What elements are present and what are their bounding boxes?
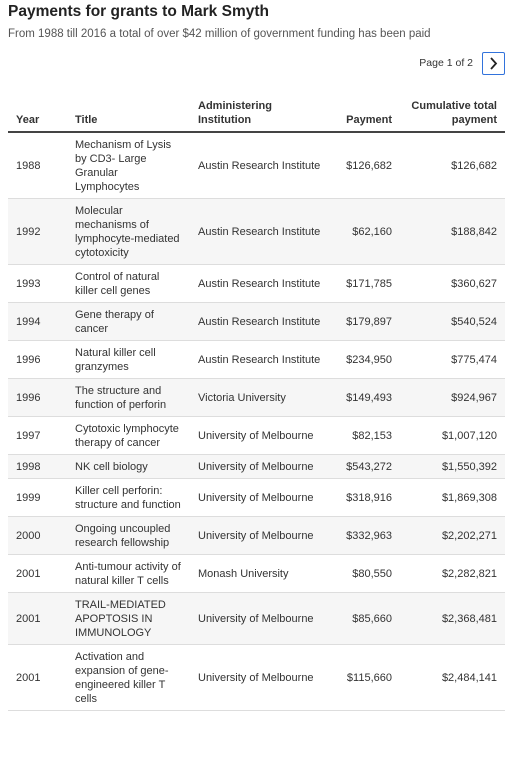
cumulative-payment-cell: $2,368,481 [400,592,505,645]
grant-title-cell: Anti-tumour activity of natural killer T… [67,554,190,593]
page-label: Page 1 of 2 [419,57,473,69]
table-body: 1988 Mechanism of Lysis by CD3- Large Gra… [8,132,505,711]
year-cell: 1993 [8,264,67,303]
grant-title-cell: Control of natural killer cell genes [67,264,190,303]
year-cell: 1988 [8,132,67,199]
table-row: 1988 Mechanism of Lysis by CD3- Large Gra… [8,132,505,199]
cumulative-payment-cell: $924,967 [400,378,505,417]
grant-title-cell: Mechanism of Lysis by CD3- Large Granula… [67,132,190,199]
grant-title-cell: Cytotoxic lymphocyte therapy of cancer [67,416,190,455]
institution-cell: University of Melbourne [190,516,330,555]
grant-title-cell: TRAIL-MEDIATED APOPTOSIS IN IMMUNOLOGY [67,592,190,645]
cumulative-payment-cell: $188,842 [400,198,505,265]
table-row: 2001 Activation and expansion of gene-eng… [8,644,505,711]
grant-title-cell: Molecular mechanisms of lymphocyte-media… [67,198,190,265]
institution-cell: University of Melbourne [190,592,330,645]
year-cell: 2001 [8,644,67,711]
column-header: Administering Institution [190,90,330,133]
grant-title-cell: The structure and function of perforin [67,378,190,417]
cumulative-payment-cell: $2,282,821 [400,554,505,593]
payment-cell: $149,493 [330,378,400,417]
grant-title-cell: Gene therapy of cancer [67,302,190,341]
year-cell: 1999 [8,478,67,517]
table-row: 1999 Killer cell perforin: structure and … [8,478,505,517]
title: Payments for grants to Mark Smyth [8,3,269,20]
next-page-button[interactable] [482,52,505,75]
grant-title-cell: Activation and expansion of gene-enginee… [67,644,190,711]
year-cell: 1997 [8,416,67,455]
grants-table: Year Title Administering Institution Paymen… [8,90,505,711]
institution-cell: University of Melbourne [190,416,330,455]
payment-cell: $82,153 [330,416,400,455]
institution-cell: Austin Research Institute [190,340,330,379]
institution-cell: Austin Research Institute [190,264,330,303]
pagination: Page 1 of 2 [0,52,505,75]
year-cell: 2000 [8,516,67,555]
institution-cell: University of Melbourne [190,644,330,711]
column-header: Payment [330,90,400,133]
column-header: Cumulative total payment [400,90,505,133]
table-row: 1994 Gene therapy of cancer Austin Researc… [8,302,505,341]
cumulative-payment-cell: $360,627 [400,264,505,303]
cumulative-payment-cell: $1,550,392 [400,454,505,479]
header-row: Year Title Administering Institution Paymen… [8,90,505,133]
cumulative-payment-cell: $126,682 [400,132,505,199]
chevron-icon [490,57,498,70]
table-row: 1998 NK cell biology University of Melbour… [8,454,505,479]
table-row: 1996 Natural killer cell granzymes Austin … [8,340,505,379]
institution-cell: Austin Research Institute [190,198,330,265]
year-cell: 2001 [8,592,67,645]
column-header: Title [67,90,190,133]
year-cell: 2001 [8,554,67,593]
payment-cell: $179,897 [330,302,400,341]
payment-cell: $234,950 [330,340,400,379]
grant-title-cell: Killer cell perforin: structure and func… [67,478,190,517]
cumulative-payment-cell: $775,474 [400,340,505,379]
grant-title-cell: Natural killer cell granzymes [67,340,190,379]
institution-cell: Monash University [190,554,330,593]
grant-title-cell: NK cell biology [67,454,190,479]
cumulative-payment-cell: $1,869,308 [400,478,505,517]
payment-cell: $318,916 [330,478,400,517]
year-cell: 1998 [8,454,67,479]
table-row: 2000 Ongoing uncoupled research fellowshi… [8,516,505,555]
institution-cell: Victoria University [190,378,330,417]
payment-cell: $80,550 [330,554,400,593]
table-row: 2001 Anti-tumour activity of natural kill… [8,554,505,593]
table-row: 1992 Molecular mechanisms of lymphocyte-m… [8,198,505,265]
institution-cell: University of Melbourne [190,454,330,479]
cumulative-payment-cell: $2,202,271 [400,516,505,555]
cumulative-payment-cell: $540,524 [400,302,505,341]
payment-cell: $332,963 [330,516,400,555]
subtitle: From 1988 till 2016 a total of over $42 … [8,28,431,40]
year-cell: 1996 [8,340,67,379]
institution-cell: Austin Research Institute [190,132,330,199]
payment-cell: $171,785 [330,264,400,303]
institution-cell: Austin Research Institute [190,302,330,341]
column-header: Year [8,90,67,133]
payment-cell: $543,272 [330,454,400,479]
year-cell: 1996 [8,378,67,417]
payment-cell: $62,160 [330,198,400,265]
cumulative-payment-cell: $1,007,120 [400,416,505,455]
year-cell: 1994 [8,302,67,341]
payment-cell: $115,660 [330,644,400,711]
table-row: 1996 The structure and function of perfor… [8,378,505,417]
payment-cell: $126,682 [330,132,400,199]
cumulative-payment-cell: $2,484,141 [400,644,505,711]
institution-cell: University of Melbourne [190,478,330,517]
grant-title-cell: Ongoing uncoupled research fellowship [67,516,190,555]
year-cell: 1992 [8,198,67,265]
payment-cell: $85,660 [330,592,400,645]
table-row: 1997 Cytotoxic lymphocyte therapy of canc… [8,416,505,455]
table-row: 1993 Control of natural killer cell genes… [8,264,505,303]
table-row: 2001 TRAIL-MEDIATED APOPTOSIS IN IMMUNOLO… [8,592,505,645]
